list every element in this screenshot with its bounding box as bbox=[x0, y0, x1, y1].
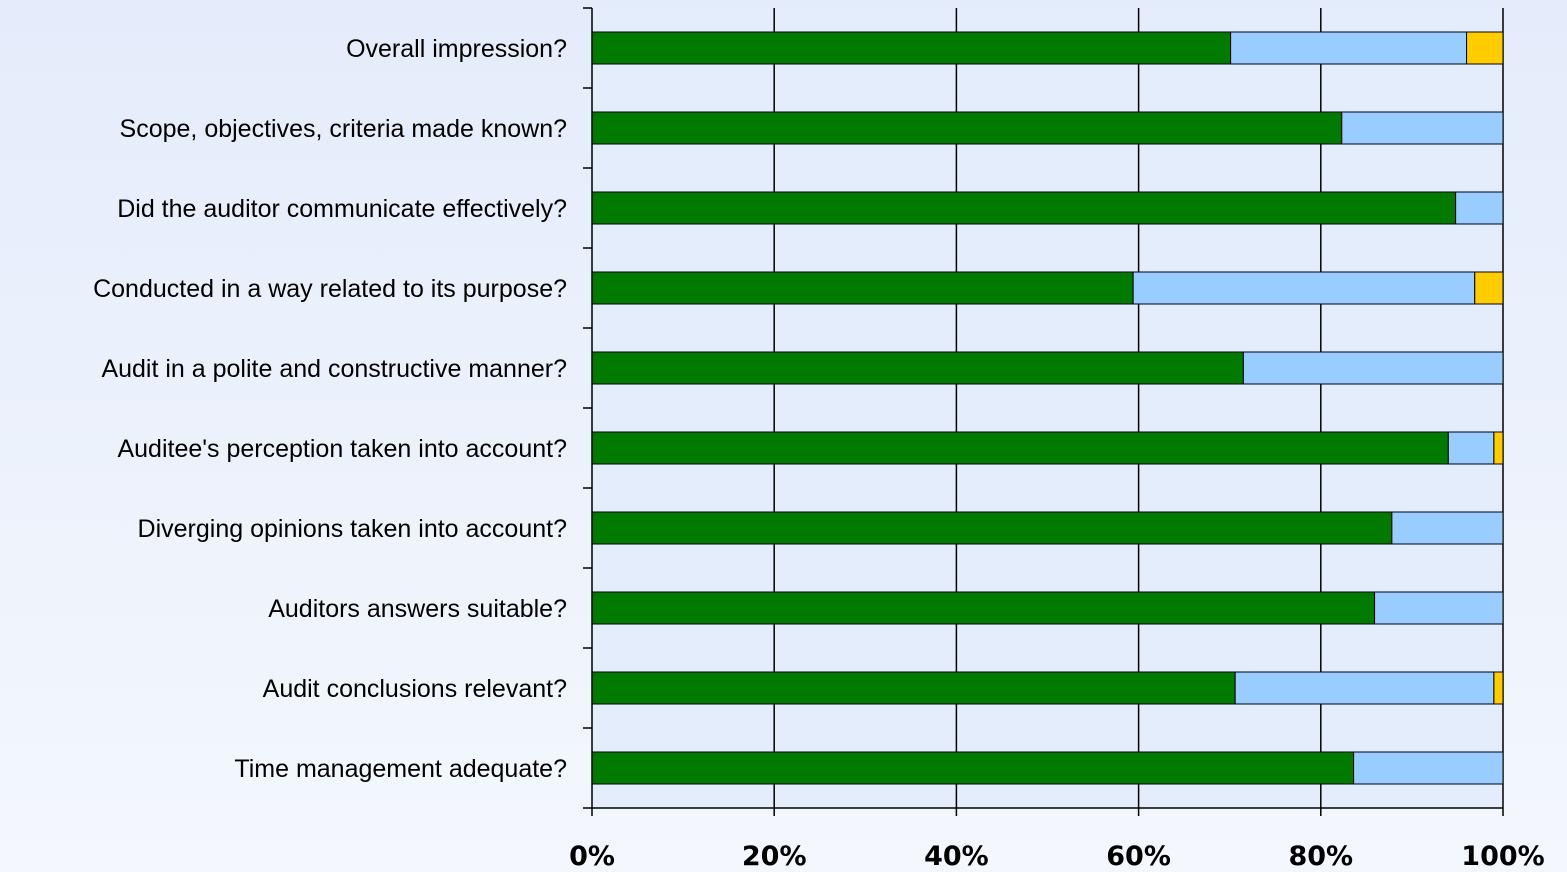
bar-segment-2 bbox=[1391, 511, 1504, 545]
bar-segment-2 bbox=[1234, 671, 1495, 705]
x-tick-label: 80% bbox=[1288, 841, 1353, 872]
bar-segment-1 bbox=[591, 191, 1457, 225]
bar-segment-2 bbox=[1353, 751, 1504, 785]
bar-segment-1 bbox=[591, 271, 1134, 305]
bar-segment-2 bbox=[1341, 111, 1504, 145]
bar-segment-1 bbox=[591, 511, 1393, 545]
x-tick-label: 100% bbox=[1461, 841, 1544, 872]
bar-segment-2 bbox=[1242, 351, 1504, 385]
category-label: Scope, objectives, criteria made known? bbox=[120, 115, 567, 143]
bar-segment-2 bbox=[1132, 271, 1476, 305]
category-label: Diverging opinions taken into account? bbox=[138, 515, 567, 543]
bar-segment-3 bbox=[1493, 431, 1504, 465]
bar-segment-2 bbox=[1447, 431, 1495, 465]
bars bbox=[591, 31, 1504, 785]
x-tick-label: 20% bbox=[742, 841, 807, 872]
x-tick-label: 0% bbox=[569, 841, 615, 872]
bar-segment-2 bbox=[1455, 191, 1504, 225]
category-label: Audit conclusions relevant? bbox=[263, 675, 567, 703]
category-label: Time management adequate? bbox=[234, 755, 567, 783]
bar-segment-1 bbox=[591, 751, 1355, 785]
bar-segment-1 bbox=[591, 591, 1376, 625]
x-tick-label: 60% bbox=[1106, 841, 1171, 872]
x-tick-labels: 0% 20% 40% 60% 80% 100% bbox=[569, 841, 1545, 872]
bar-segment-3 bbox=[1493, 671, 1504, 705]
category-labels: Overall impression? Scope, objectives, cr… bbox=[93, 35, 567, 783]
category-label: Auditors answers suitable? bbox=[268, 595, 567, 623]
bar-segment-1 bbox=[591, 431, 1449, 465]
category-label: Overall impression? bbox=[346, 35, 567, 63]
category-label: Audit in a polite and constructive manne… bbox=[101, 355, 567, 383]
bar-segment-1 bbox=[591, 351, 1244, 385]
bar-segment-3 bbox=[1474, 271, 1504, 305]
category-label: Auditee's perception taken into account? bbox=[117, 435, 567, 463]
bar-segment-1 bbox=[591, 31, 1232, 65]
bar-segment-3 bbox=[1466, 31, 1504, 65]
category-label: Conducted in a way related to its purpos… bbox=[93, 275, 567, 303]
bar-segment-1 bbox=[591, 671, 1236, 705]
bar-segment-1 bbox=[591, 111, 1343, 145]
bar-segment-2 bbox=[1230, 31, 1468, 65]
bar-segment-2 bbox=[1374, 591, 1504, 625]
axes bbox=[583, 7, 1504, 816]
category-label: Did the auditor communicate effectively? bbox=[117, 195, 567, 223]
x-tick-label: 40% bbox=[924, 841, 989, 872]
